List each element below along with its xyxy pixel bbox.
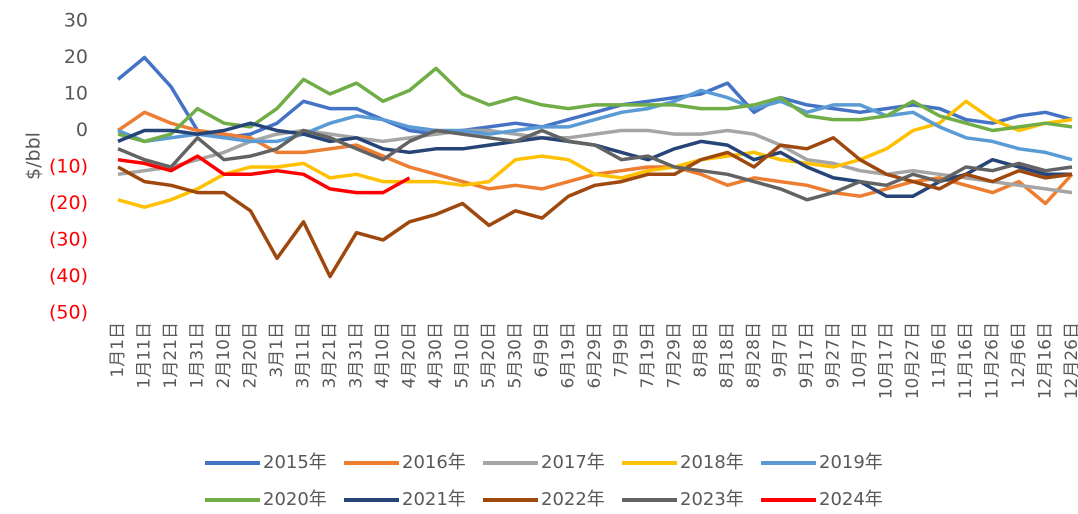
x-tick-label: 3月11日 (294, 322, 314, 388)
legend-label: 2024年 (819, 489, 883, 510)
series-line (117, 128, 1073, 202)
y-axis-label: $/bbl (23, 132, 45, 180)
x-tick-label: 1月1日 (108, 322, 128, 378)
y-tick-label: (50) (49, 302, 88, 324)
x-tick-label: 10月17日 (877, 322, 897, 399)
series-line (117, 136, 1073, 279)
x-tick-label: 11月16日 (956, 322, 976, 399)
x-tick-label: 1月31日 (188, 322, 208, 388)
x-tick-label: 12月6日 (1009, 322, 1029, 388)
x-tick-label: 12月26日 (1062, 322, 1078, 399)
legend-label: 2019年 (819, 452, 883, 473)
y-tick-label: (20) (49, 192, 88, 214)
x-tick-label: 1月11日 (135, 322, 155, 388)
x-tick-label: 2月10日 (214, 322, 234, 388)
x-tick-label: 2月20日 (241, 322, 261, 388)
x-tick-label: 11月6日 (930, 322, 950, 388)
x-tick-label: 5月30日 (506, 322, 526, 388)
x-tick-label: 8月28日 (744, 322, 764, 388)
legend-label: 2020年 (263, 489, 327, 510)
series-line (117, 66, 1073, 144)
series-line (117, 99, 1073, 209)
x-tick-label: 6月29日 (585, 322, 605, 388)
x-tick-label: 5月20日 (479, 322, 499, 388)
x-tick-label: 12月16日 (1036, 322, 1056, 399)
x-tick-label: 7月19日 (638, 322, 658, 388)
x-tick-label: 7月29日 (665, 322, 685, 388)
x-tick-label: 9月27日 (824, 322, 844, 388)
x-tick-label: 6月19日 (559, 322, 579, 388)
x-tick-label: 3月1日 (267, 322, 287, 378)
x-tick-label: 11月26日 (983, 322, 1003, 399)
legend-label: 2018年 (680, 452, 744, 473)
x-tick-label: 6月9日 (532, 322, 552, 378)
legend-label: 2016年 (402, 452, 466, 473)
y-tick-label: (10) (49, 156, 88, 178)
x-tick-label: 8月18日 (718, 322, 738, 388)
x-tick-label: 9月17日 (797, 322, 817, 388)
x-tick-label: 4月10日 (373, 322, 393, 388)
y-tick-label: 0 (76, 119, 88, 141)
x-tick-label: 4月30日 (426, 322, 446, 388)
legend-label: 2015年 (263, 452, 327, 473)
legend-label: 2017年 (541, 452, 605, 473)
series-line (117, 128, 1073, 195)
x-tick-label: 8月8日 (691, 322, 711, 378)
x-tick-label: 5月10日 (453, 322, 473, 388)
series-line (116, 55, 1073, 140)
y-tick-label: 20 (64, 46, 88, 68)
series-line (117, 154, 411, 195)
x-tick-label: 4月20日 (400, 322, 420, 388)
legend-label: 2023年 (680, 489, 744, 510)
y-tick-label: (30) (49, 229, 88, 251)
y-tick-label: (40) (49, 265, 88, 287)
x-tick-label: 3月31日 (347, 322, 367, 388)
x-tick-label: 3月21日 (320, 322, 340, 388)
series-line (117, 88, 1073, 162)
y-tick-label: 10 (64, 83, 88, 105)
x-tick-label: 7月9日 (612, 322, 632, 378)
legend-label: 2022年 (541, 489, 605, 510)
x-tick-label: 9月7日 (771, 322, 791, 378)
x-tick-label: 1月21日 (161, 322, 181, 388)
x-tick-label: 10月7日 (850, 322, 870, 388)
y-tick-label: 30 (64, 10, 88, 32)
legend-label: 2021年 (402, 489, 466, 510)
x-tick-label: 10月27日 (903, 322, 923, 399)
